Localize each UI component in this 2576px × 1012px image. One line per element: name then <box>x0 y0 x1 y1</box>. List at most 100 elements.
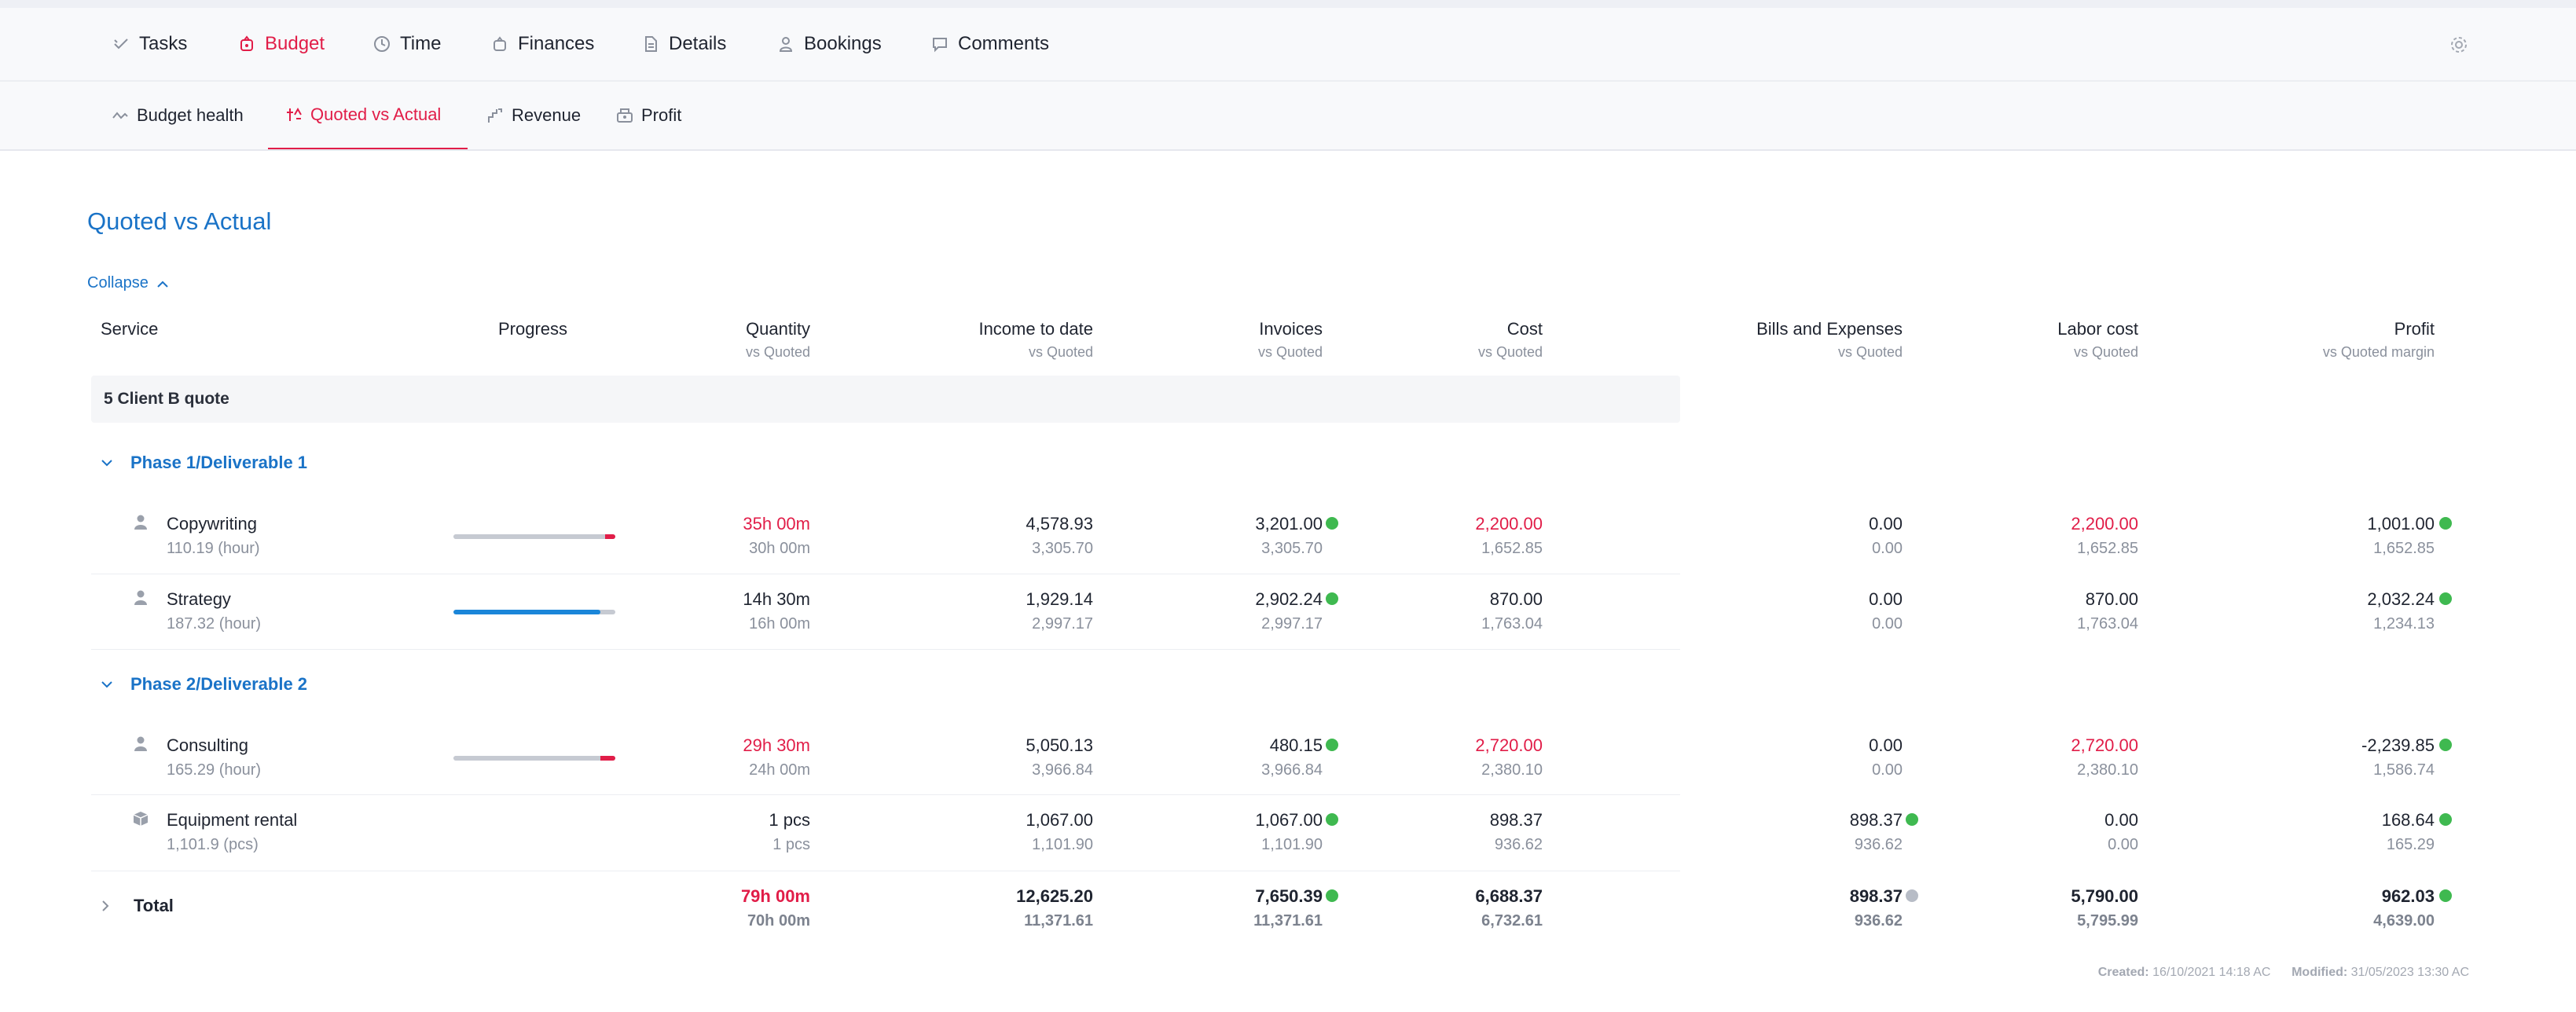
invoices-cell: 2,902.24 2,997.17 <box>1255 589 1323 633</box>
created-value: 16/10/2021 14:18 AC <box>2152 966 2271 979</box>
bills-value: 0.00 <box>1869 589 1903 609</box>
budget-icon <box>238 35 255 53</box>
subtab-quoted-vs-actual[interactable]: Quoted vs Actual <box>268 82 468 149</box>
subtab-budget-health-label: Budget health <box>137 105 244 125</box>
tab-finances[interactable]: Finances <box>491 8 594 80</box>
col-income: Income to date vs Quoted <box>978 319 1093 361</box>
document-icon <box>642 35 659 53</box>
status-dot <box>1326 813 1338 826</box>
subtab-profit[interactable]: Profit <box>599 82 699 149</box>
finances-icon <box>491 35 508 53</box>
cost-quoted: 2,380.10 <box>1481 761 1543 779</box>
revenue-icon <box>486 107 504 124</box>
invoices-cell: 480.15 3,966.84 <box>1261 735 1323 779</box>
col-quantity-sub: vs Quoted <box>745 344 810 360</box>
subtab-revenue-label: Revenue <box>512 105 582 125</box>
service-name[interactable]: Equipment rental 1,101.9 (pcs) <box>167 810 297 854</box>
cost-value: 870.00 <box>1489 589 1543 609</box>
total-toggle[interactable]: Total <box>101 896 174 916</box>
chevron-up-icon <box>157 280 168 288</box>
progress-bar <box>453 610 615 614</box>
cost-cell: 2,720.00 2,380.10 <box>1475 735 1543 779</box>
service-rate: 1,101.9 (pcs) <box>167 836 259 853</box>
income-cell: 4,578.93 3,305.70 <box>1026 514 1093 558</box>
profit-value: -2,239.85 <box>2361 735 2435 755</box>
col-labor-label: Labor cost <box>2057 319 2138 339</box>
phase-toggle[interactable]: Phase 1/Deliverable 1 <box>101 453 307 473</box>
service-name[interactable]: Consulting 165.29 (hour) <box>167 735 261 779</box>
cost-quoted: 936.62 <box>1494 836 1543 853</box>
profit-quoted: 1,586.74 <box>2373 761 2435 779</box>
total-cost: 6,688.37 6,732.61 <box>1475 886 1543 930</box>
invoices-quoted: 2,997.17 <box>1261 615 1323 632</box>
total-invoices-quoted: 11,371.61 <box>1253 912 1323 930</box>
invoices-quoted: 3,305.70 <box>1261 540 1323 557</box>
status-dot <box>2439 517 2452 530</box>
tab-tasks-label: Tasks <box>139 33 188 54</box>
service-name[interactable]: Strategy 187.32 (hour) <box>167 589 261 633</box>
tab-bookings[interactable]: Bookings <box>777 8 882 80</box>
invoices-cell: 3,201.00 3,305.70 <box>1255 514 1323 558</box>
tab-time-label: Time <box>400 33 442 54</box>
person-icon <box>777 35 794 53</box>
health-icon <box>112 107 129 124</box>
labor-quoted: 1,652.85 <box>2077 540 2138 557</box>
bills-quoted: 936.62 <box>1854 836 1903 853</box>
tab-time[interactable]: Time <box>373 8 441 80</box>
collapse-button[interactable]: Collapse <box>87 274 169 292</box>
invoices-value: 1,067.00 <box>1255 810 1323 830</box>
chevron-down-icon <box>101 681 112 688</box>
status-dot <box>2439 889 2452 902</box>
profit-value: 1,001.00 <box>2367 514 2435 534</box>
progress-bar <box>453 534 615 539</box>
invoices-value: 480.15 <box>1269 735 1323 755</box>
subtab-revenue[interactable]: Revenue <box>469 82 598 149</box>
footer-meta: Created: 16/10/2021 14:18 AC Modified: 3… <box>2098 966 2469 980</box>
person-icon <box>132 735 149 753</box>
labor-cell: 2,720.00 2,380.10 <box>2071 735 2138 779</box>
status-dot <box>2439 739 2452 751</box>
invoices-value: 3,201.00 <box>1255 514 1323 534</box>
sub-nav: Budget health Quoted vs Actual Revenue P… <box>0 82 2576 151</box>
progress-fill <box>453 756 601 761</box>
profit-icon <box>616 107 633 124</box>
progress-fill <box>453 610 601 614</box>
bills-value: 898.37 <box>1849 810 1903 830</box>
col-invoices: Invoices vs Quoted <box>1258 319 1323 361</box>
profit-cell: 168.64 165.29 <box>2382 810 2435 854</box>
cost-quoted: 1,763.04 <box>1481 615 1543 632</box>
bills-cell: 0.00 0.00 <box>1869 735 1903 779</box>
progress-overage <box>600 756 615 761</box>
compare-icon <box>285 106 303 123</box>
col-bills-label: Bills and Expenses <box>1756 319 1903 339</box>
tab-comments[interactable]: Comments <box>931 8 1049 80</box>
tab-details[interactable]: Details <box>642 8 726 80</box>
status-dot <box>1326 517 1338 530</box>
group-header[interactable]: 5 Client B quote <box>91 376 1680 423</box>
total-income-value: 12,625.20 <box>1016 886 1093 906</box>
income-cell: 1,929.14 2,997.17 <box>1026 589 1093 633</box>
total-invoices-value: 7,650.39 <box>1255 886 1323 906</box>
tab-budget[interactable]: Budget <box>238 8 325 80</box>
phase-toggle[interactable]: Phase 2/Deliverable 2 <box>101 674 307 695</box>
labor-quoted: 0.00 <box>2108 836 2138 853</box>
income-quoted: 3,966.84 <box>1032 761 1093 779</box>
income-quoted: 2,997.17 <box>1032 615 1093 632</box>
chevron-right-icon <box>102 900 109 911</box>
subtab-budget-health[interactable]: Budget health <box>94 82 261 149</box>
profit-cell: 1,001.00 1,652.85 <box>2367 514 2435 558</box>
quantity-quoted: 16h 00m <box>749 615 810 632</box>
gear-icon[interactable] <box>2449 35 2469 55</box>
service-name[interactable]: Copywriting 110.19 (hour) <box>167 514 260 558</box>
profit-quoted: 165.29 <box>2386 836 2435 853</box>
quantity-value: 29h 30m <box>743 735 810 755</box>
cost-value: 2,200.00 <box>1475 514 1543 534</box>
service-name-label: Copywriting <box>167 514 257 534</box>
clock-icon <box>373 35 391 53</box>
row-divider <box>91 794 1680 795</box>
quantity-quoted: 24h 00m <box>749 761 810 779</box>
quantity-value: 14h 30m <box>743 589 810 609</box>
total-cost-value: 6,688.37 <box>1475 886 1543 906</box>
cost-cell: 898.37 936.62 <box>1490 810 1543 854</box>
tab-tasks[interactable]: Tasks <box>112 8 187 80</box>
